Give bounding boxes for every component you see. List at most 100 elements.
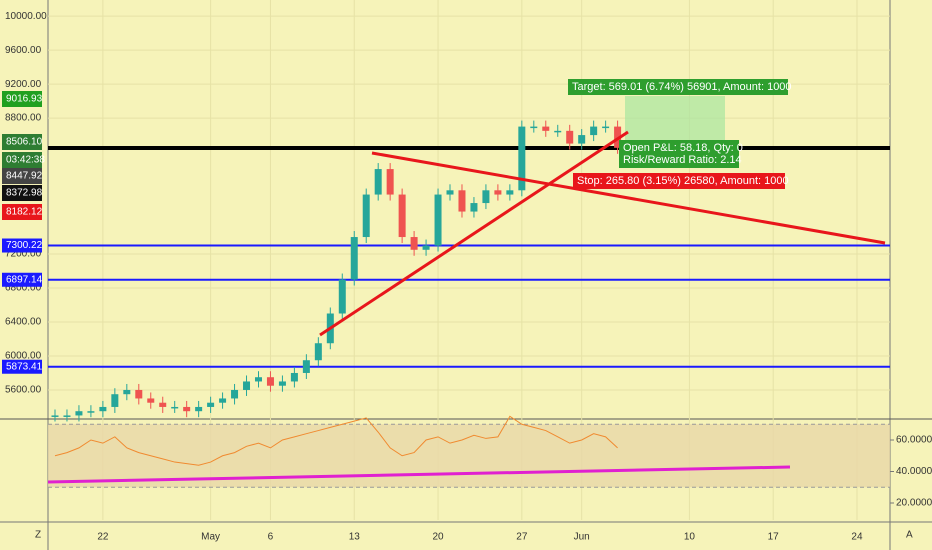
candle <box>350 237 358 280</box>
candle <box>99 406 107 412</box>
candle <box>123 389 131 395</box>
target-zone <box>625 96 725 140</box>
candle <box>554 130 562 133</box>
price-flag-label: 8506.10 <box>6 137 43 148</box>
y-tick-label: 5600.00 <box>5 385 42 396</box>
rsi-tick-label: 40.0000 <box>896 466 932 477</box>
candle <box>195 406 203 412</box>
candle <box>542 126 550 131</box>
y-tick-label: 6000.00 <box>5 351 42 362</box>
x-tick-label: 13 <box>349 532 361 543</box>
candle <box>338 279 346 314</box>
candle <box>314 343 322 361</box>
price-flag <box>2 152 42 168</box>
open-pl-label: Open P&L: 58.18, Qty: 0 <box>623 142 743 154</box>
price-flag-label: 7300.22 <box>6 240 43 251</box>
candle <box>362 194 370 238</box>
stop-label: Stop: 265.80 (3.15%) 26580, Amount: 1000 <box>577 175 789 187</box>
candle <box>470 203 478 212</box>
candle <box>266 377 274 386</box>
candle <box>566 130 574 144</box>
trendline <box>319 130 629 337</box>
y-tick-label: 8800.00 <box>5 113 42 124</box>
candle <box>231 389 239 399</box>
candle <box>530 126 538 129</box>
candle <box>290 372 298 382</box>
candle <box>207 402 215 407</box>
x-tick-label: 27 <box>516 532 528 543</box>
y-tick-label: 9600.00 <box>5 45 42 56</box>
price-flag-label: 03:42:38 <box>6 155 45 166</box>
candle <box>434 194 442 246</box>
candle <box>410 237 418 250</box>
candle <box>87 411 95 413</box>
candle <box>302 360 310 373</box>
price-flag-label: 8182.12 <box>6 207 43 218</box>
candle <box>135 389 143 399</box>
candle <box>75 411 83 416</box>
candle <box>506 190 514 195</box>
price-flag <box>2 272 42 287</box>
candle <box>243 381 251 390</box>
price-flag <box>2 238 42 253</box>
candle <box>171 406 179 409</box>
y-tick-label: 10000.00 <box>5 11 47 22</box>
auto-button[interactable]: A <box>906 530 913 541</box>
candle <box>446 190 454 195</box>
x-tick-label: Jun <box>574 532 590 543</box>
price-flag <box>2 134 42 150</box>
stop-label-box <box>573 173 785 189</box>
candle <box>386 169 394 195</box>
price-flag <box>2 204 42 220</box>
y-tick-label: 6800.00 <box>5 283 42 294</box>
price-flag-label: 6897.14 <box>6 274 43 285</box>
candle <box>590 126 598 136</box>
price-flag-label: 9016.93 <box>6 94 43 105</box>
price-flag <box>2 359 42 374</box>
candle <box>494 190 502 195</box>
candle <box>602 126 610 129</box>
price-flag <box>2 185 42 201</box>
pl-box <box>619 140 739 168</box>
candle <box>578 135 586 144</box>
x-tick-label: 20 <box>432 532 444 543</box>
candle <box>219 398 227 403</box>
candle <box>254 377 262 382</box>
price-flag-label: 8447.92 <box>6 171 43 182</box>
candle <box>518 126 526 191</box>
y-tick-label: 9200.00 <box>5 79 42 90</box>
rsi-band <box>48 424 890 488</box>
x-tick-label: 22 <box>97 532 109 543</box>
rsi-trendline <box>47 465 791 484</box>
rsi-line <box>54 415 618 466</box>
candle <box>278 381 286 386</box>
candle <box>183 406 191 412</box>
y-tick-label: 6400.00 <box>5 317 42 328</box>
zoom-button[interactable]: Z <box>35 530 41 541</box>
x-tick-label: 10 <box>684 532 696 543</box>
risk-reward-label: Risk/Reward Ratio: 2.14 <box>623 154 742 166</box>
x-tick-label: May <box>201 532 220 543</box>
x-tick-label: 24 <box>851 532 863 543</box>
candle <box>51 415 59 417</box>
y-tick-label: 7200.00 <box>5 249 42 260</box>
candle <box>482 190 490 204</box>
price-flag-label: 8372.98 <box>6 188 43 199</box>
x-tick-label: 17 <box>768 532 780 543</box>
price-flag-label: 5873.41 <box>6 361 43 372</box>
target-label-box <box>568 79 788 95</box>
target-label: Target: 569.01 (6.74%) 56901, Amount: 10… <box>572 81 792 93</box>
candle <box>458 190 466 212</box>
rsi-tick-label: 20.0000 <box>896 498 932 509</box>
candle <box>398 194 406 238</box>
candle <box>374 169 382 195</box>
candle <box>111 394 119 407</box>
trendline <box>371 151 886 245</box>
candle <box>63 415 71 417</box>
rsi-tick-label: 60.0000 <box>896 435 932 446</box>
price-flag <box>2 168 42 184</box>
candle <box>422 245 430 250</box>
x-tick-label: 6 <box>268 532 274 543</box>
price-flag <box>2 91 42 107</box>
